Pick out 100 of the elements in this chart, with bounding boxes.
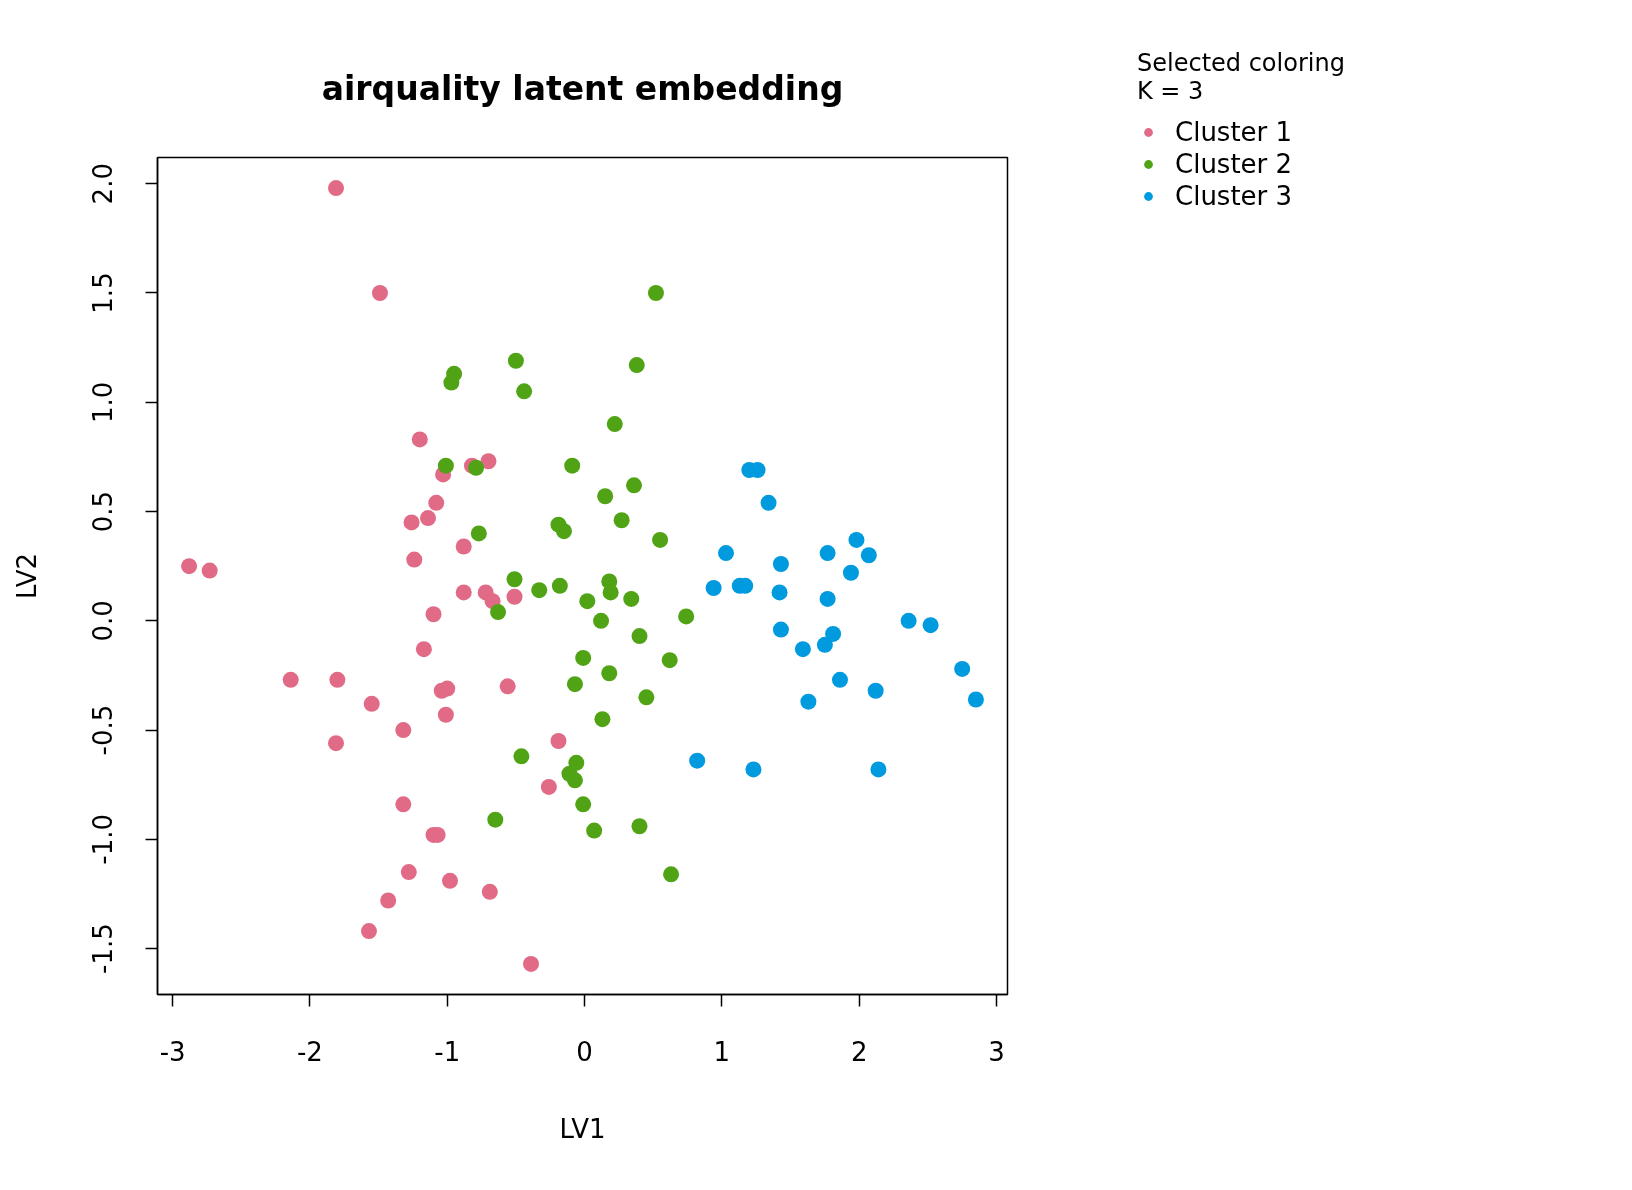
point — [428, 494, 445, 511]
point — [652, 531, 669, 548]
point — [481, 883, 498, 900]
point — [848, 531, 865, 548]
chart-title: airquality latent embedding — [321, 68, 844, 108]
point — [506, 571, 523, 588]
point — [411, 431, 428, 448]
point — [564, 457, 581, 474]
point — [551, 577, 568, 594]
x-tick-label: -3 — [159, 1036, 186, 1067]
point — [860, 547, 877, 564]
point — [623, 590, 640, 607]
point — [602, 584, 619, 601]
x-axis-title: LV1 — [559, 1113, 606, 1144]
point — [867, 682, 884, 699]
point — [819, 590, 836, 607]
x-tick-label: 1 — [713, 1036, 731, 1067]
point — [831, 671, 848, 688]
point — [282, 671, 299, 688]
point — [593, 612, 610, 629]
point — [794, 641, 811, 658]
point — [586, 822, 603, 839]
point — [575, 649, 592, 666]
point — [507, 352, 524, 369]
x-tick-label: 3 — [988, 1036, 1005, 1067]
point — [601, 665, 618, 682]
point — [825, 625, 842, 642]
point — [455, 538, 472, 555]
point — [663, 866, 680, 883]
point — [718, 545, 734, 562]
y-tick-label: 1.0 — [88, 381, 119, 423]
y-tick-label: 1.5 — [88, 272, 119, 314]
point — [480, 453, 497, 470]
point — [631, 818, 648, 835]
point — [566, 676, 583, 693]
point — [506, 588, 523, 605]
point — [579, 593, 596, 610]
y-tick-label: 0.0 — [88, 600, 119, 642]
point — [403, 514, 420, 531]
point — [406, 551, 423, 568]
point — [771, 584, 788, 601]
legend-label: Cluster 1 — [1175, 117, 1293, 147]
point — [363, 695, 380, 712]
point — [400, 864, 417, 881]
point — [954, 660, 971, 677]
point — [468, 459, 485, 476]
point — [540, 778, 557, 795]
point — [437, 457, 454, 474]
x-tick-label: -1 — [434, 1036, 461, 1067]
x-tick-label: -2 — [296, 1036, 323, 1067]
point — [594, 711, 611, 728]
point — [772, 621, 789, 638]
point — [613, 512, 630, 529]
point — [181, 558, 198, 575]
point — [628, 357, 645, 374]
y-tick-label: -1.0 — [88, 813, 119, 865]
point — [360, 923, 377, 940]
point — [441, 872, 458, 889]
point — [395, 722, 412, 739]
legend-label: Cluster 2 — [1175, 149, 1293, 179]
point — [760, 494, 777, 511]
point — [967, 691, 984, 708]
point — [523, 955, 540, 972]
point — [816, 636, 833, 653]
point — [566, 772, 583, 789]
point — [638, 689, 655, 706]
point — [513, 748, 530, 765]
point — [800, 693, 817, 710]
point — [437, 706, 454, 723]
point — [371, 285, 388, 301]
point — [328, 735, 345, 752]
point — [597, 488, 614, 505]
point — [745, 761, 762, 778]
point — [922, 617, 939, 634]
point — [415, 641, 432, 658]
point — [631, 628, 648, 645]
y-tick-label: 0.5 — [88, 490, 119, 533]
point — [870, 761, 887, 778]
point — [487, 811, 504, 828]
y-axis-title: LV2 — [11, 553, 42, 599]
legend-title: Selected coloring K = 3 — [1137, 49, 1345, 105]
y-tick-label: -1.5 — [88, 923, 119, 974]
y-tick-label: -0.5 — [88, 704, 119, 756]
point — [555, 523, 572, 540]
y-tick-label: 2.0 — [88, 163, 119, 205]
point — [516, 383, 533, 400]
legend-label: Cluster 3 — [1175, 181, 1293, 211]
point — [425, 606, 442, 623]
point — [772, 556, 789, 572]
point — [490, 604, 507, 621]
point — [470, 525, 487, 542]
point — [550, 733, 567, 749]
point — [575, 796, 592, 813]
point — [201, 562, 218, 579]
point — [329, 671, 346, 688]
point — [705, 580, 722, 596]
point — [455, 584, 472, 601]
point — [420, 510, 437, 527]
point — [439, 680, 456, 697]
point — [900, 612, 917, 629]
